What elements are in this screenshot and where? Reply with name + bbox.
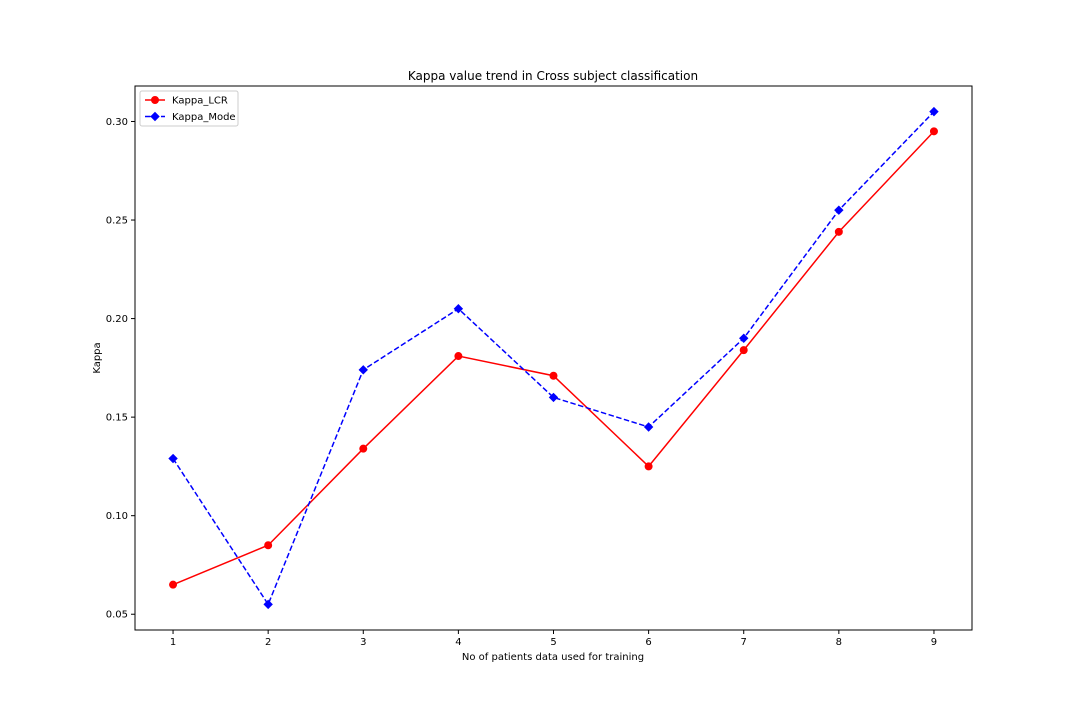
x-axis-label: No of patients data used for training <box>462 652 644 663</box>
y-tick-label: 0.30 <box>106 117 128 128</box>
x-tick-label: 6 <box>645 637 651 648</box>
x-tick-label: 4 <box>455 637 461 648</box>
y-tick-label: 0.20 <box>106 314 128 325</box>
legend-label: Kappa_LCR <box>172 96 228 107</box>
series-line <box>172 111 935 606</box>
legend-marker <box>151 96 159 104</box>
legend: Kappa_LCR Kappa_Mode <box>139 90 239 127</box>
legend-marker <box>150 111 160 122</box>
x-tick-label: 9 <box>931 637 937 648</box>
y-tick-label: 0.05 <box>106 610 128 621</box>
data-point <box>169 580 178 589</box>
plot-area: 1 2 3 4 5 6 7 8 9 0.05 0.10 0.15 0.20 0.25 0.30 <box>106 85 973 648</box>
x-axis: 1 2 3 4 5 6 7 8 9 <box>170 630 937 648</box>
data-point <box>929 127 938 136</box>
data-point <box>834 205 844 215</box>
data-point <box>263 599 273 610</box>
series-kappa-mode <box>168 106 939 610</box>
data-point <box>929 106 939 117</box>
data-point <box>359 444 368 453</box>
y-axis: 0.05 0.10 0.15 0.20 0.25 0.30 <box>106 117 135 621</box>
y-tick-label: 0.15 <box>106 413 128 424</box>
x-tick-label: 8 <box>836 637 842 648</box>
y-tick-label: 0.10 <box>106 511 128 522</box>
data-point <box>644 462 653 471</box>
data-point <box>739 333 749 343</box>
y-tick-label: 0.25 <box>106 216 128 227</box>
data-point <box>264 541 273 550</box>
x-tick-label: 1 <box>170 637 176 648</box>
data-point <box>739 346 748 355</box>
data-point <box>168 453 178 464</box>
data-point <box>643 422 654 432</box>
x-tick-label: 5 <box>550 637 556 648</box>
data-point <box>454 352 463 361</box>
x-tick-label: 7 <box>741 637 747 648</box>
data-point <box>453 304 464 314</box>
data-point <box>548 392 559 403</box>
data-point <box>834 227 843 236</box>
x-tick-label: 2 <box>265 637 271 648</box>
y-axis-label: Kappa <box>92 342 103 373</box>
legend-item: Kappa_Mode <box>145 111 236 123</box>
x-tick-label: 3 <box>360 637 366 648</box>
data-point <box>358 365 368 375</box>
series-layer <box>168 106 939 610</box>
legend-label: Kappa_Mode <box>172 112 236 123</box>
series-kappa-lcr <box>169 127 938 589</box>
legend-item: Kappa_LCR <box>145 96 228 107</box>
data-point <box>549 371 558 380</box>
chart-title: Kappa value trend in Cross subject class… <box>408 69 698 83</box>
